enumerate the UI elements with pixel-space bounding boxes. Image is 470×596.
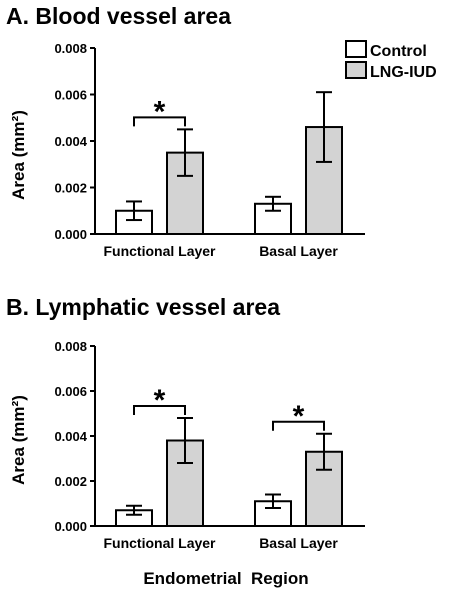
panel-b-plot: 0.000 0.002 0.004 0.006 0.008 Functional Laye… xyxy=(54,339,365,551)
panel-b-bar-lng-iud xyxy=(166,439,204,527)
panel-b-significance-bracket xyxy=(133,405,186,415)
panel-b-y-tick-label: 0.004 xyxy=(54,429,87,444)
panel-a-ylabel: Area (mm²) xyxy=(9,110,28,200)
panel-b-lymphatic-vessel-area: B. Lymphatic vessel area Area (mm²) 0.00… xyxy=(6,294,365,551)
panel-b-significance-star: * xyxy=(293,400,305,433)
x-axis-title: Endometrial Region xyxy=(143,569,308,588)
panel-a-bar-lng-iud xyxy=(166,151,204,235)
panel-b-significance-bracket xyxy=(272,420,325,431)
legend-label-lng-iud: LNG-IUD xyxy=(370,64,437,81)
panel-a-y-tick-label: 0.008 xyxy=(54,41,87,56)
panel-a-y-tick-label: 0.002 xyxy=(54,181,87,196)
panel-a-significance-star: * xyxy=(154,95,166,128)
panel-a-plot: 0.000 0.002 0.004 0.006 0.008 Functional Laye… xyxy=(54,41,365,259)
panel-a-category-label: Basal Layer xyxy=(259,243,338,259)
panel-b-y-tick-label: 0.006 xyxy=(54,384,87,399)
panel-b-category-label: Basal Layer xyxy=(259,535,338,551)
panel-b-y-tick-label: 0.000 xyxy=(54,519,87,534)
panel-b-y-tick-label: 0.002 xyxy=(54,474,87,489)
panel-b-category-label: Functional Layer xyxy=(103,535,216,551)
legend-swatch-lng-iud xyxy=(345,61,367,79)
panel-a-category-label: Functional Layer xyxy=(103,243,216,259)
panel-a-significance-bracket xyxy=(133,116,186,127)
legend-label-control: Control xyxy=(370,43,427,60)
legend: Control LNG-IUD xyxy=(345,40,437,81)
panel-a-y-tick-label: 0.006 xyxy=(54,88,87,103)
panel-b-y-tick-label: 0.008 xyxy=(54,339,87,354)
panel-b-significance-star: * xyxy=(154,384,166,417)
panel-a-blood-vessel-area: A. Blood vessel area Area (mm²) 0.0000.0… xyxy=(6,3,365,259)
panel-a-y-tick-label: 0.004 xyxy=(54,134,87,149)
panel-a-title: A. Blood vessel area xyxy=(6,3,231,29)
legend-swatch-control xyxy=(345,40,367,58)
panel-a-y-tick-label: 0.000 xyxy=(54,227,87,242)
panel-b-ylabel: Area (mm²) xyxy=(9,395,28,485)
panel-b-title: B. Lymphatic vessel area xyxy=(6,294,280,320)
